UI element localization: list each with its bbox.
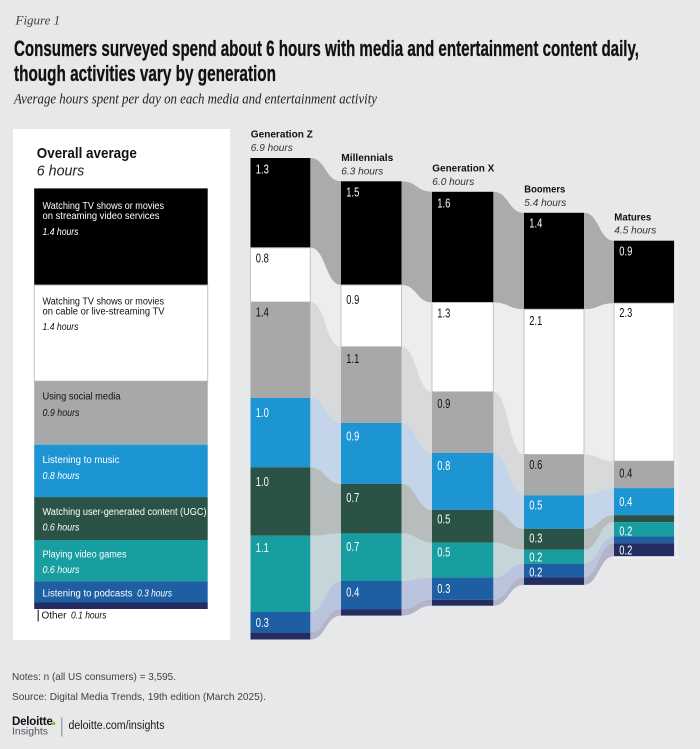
svg-text:0.8: 0.8	[437, 458, 450, 473]
svg-text:Watching TV shows or movies: Watching TV shows or movies	[43, 201, 165, 212]
svg-text:4.5 hours: 4.5 hours	[614, 225, 657, 237]
svg-text:0.2: 0.2	[529, 550, 542, 565]
svg-text:1.4: 1.4	[529, 216, 542, 231]
svg-text:1.1: 1.1	[256, 540, 269, 555]
svg-text:0.2: 0.2	[529, 565, 542, 580]
svg-text:Consumers surveyed spend about: Consumers surveyed spend about 6 hours w…	[14, 36, 639, 61]
svg-text:1.6: 1.6	[437, 196, 450, 211]
svg-text:0.4: 0.4	[619, 465, 632, 480]
svg-text:Millennials: Millennials	[341, 152, 393, 164]
svg-text:0.9: 0.9	[437, 396, 450, 411]
svg-text:0.5: 0.5	[529, 497, 542, 512]
svg-text:0.5: 0.5	[437, 512, 450, 527]
svg-text:0.8 hours: 0.8 hours	[43, 471, 80, 482]
svg-text:1.4 hours: 1.4 hours	[43, 227, 79, 238]
svg-text:5.4 hours: 5.4 hours	[524, 197, 567, 209]
svg-text:1.4 hours: 1.4 hours	[43, 322, 79, 333]
svg-text:0.2: 0.2	[619, 543, 632, 558]
svg-text:0.3: 0.3	[437, 581, 450, 596]
svg-text:0.7: 0.7	[346, 539, 359, 554]
svg-text:0.7: 0.7	[346, 490, 359, 505]
svg-text:0.9: 0.9	[346, 429, 359, 444]
svg-text:6.3 hours: 6.3 hours	[341, 165, 384, 177]
svg-text:Overall average: Overall average	[37, 145, 137, 162]
svg-text:6.0 hours: 6.0 hours	[432, 176, 475, 188]
svg-text:Source: Digital Media Trends,: Source: Digital Media Trends, 19th editi…	[12, 691, 266, 703]
svg-text:though activities vary by gene: though activities vary by generation	[14, 61, 276, 86]
svg-text:6 hours: 6 hours	[37, 163, 85, 180]
svg-text:0.4: 0.4	[619, 494, 632, 509]
svg-text:0.2: 0.2	[619, 523, 632, 538]
svg-text:1.4: 1.4	[256, 304, 269, 319]
svg-text:1.0: 1.0	[256, 405, 269, 420]
svg-text:Other: Other	[42, 611, 68, 622]
svg-text:0.6 hours: 0.6 hours	[43, 523, 80, 534]
svg-text:Using social media: Using social media	[43, 392, 121, 403]
svg-text:0.6: 0.6	[529, 457, 542, 472]
svg-text:on cable or live-streaming TV: on cable or live-streaming TV	[43, 306, 165, 317]
svg-text:0.9 hours: 0.9 hours	[43, 408, 80, 419]
svg-text:0.8: 0.8	[256, 251, 269, 266]
svg-text:2.3: 2.3	[619, 305, 632, 320]
svg-text:2.1: 2.1	[529, 313, 542, 328]
svg-text:0.3: 0.3	[529, 530, 542, 545]
svg-text:0.3 hours: 0.3 hours	[137, 589, 172, 600]
svg-text:0.4: 0.4	[346, 584, 359, 599]
svg-text:Average hours spent per day on: Average hours spent per day on each medi…	[13, 92, 377, 108]
svg-text:deloitte.com/insights: deloitte.com/insights	[69, 720, 165, 732]
svg-text:on streaming video services: on streaming video services	[43, 211, 160, 222]
svg-text:0.5: 0.5	[437, 545, 450, 560]
svg-text:1.3: 1.3	[256, 162, 269, 177]
svg-text:Insights: Insights	[12, 725, 48, 737]
svg-text:0.3: 0.3	[256, 615, 269, 630]
svg-text:1.3: 1.3	[437, 305, 450, 320]
svg-text:1.1: 1.1	[346, 351, 359, 366]
svg-text:Playing video games: Playing video games	[43, 549, 127, 560]
svg-text:Watching TV shows or movies: Watching TV shows or movies	[43, 297, 165, 308]
svg-text:0.6 hours: 0.6 hours	[43, 565, 80, 576]
svg-text:6.9 hours: 6.9 hours	[251, 142, 294, 154]
svg-text:0.1 hours: 0.1 hours	[71, 611, 107, 622]
svg-text:Generation Z: Generation Z	[251, 129, 314, 141]
svg-text:Watching user-generated conten: Watching user-generated content (UGC)	[43, 507, 207, 518]
svg-text:Figure 1: Figure 1	[15, 12, 61, 27]
svg-text:Notes: n (all US consumers) =: Notes: n (all US consumers) = 3,595.	[12, 671, 176, 683]
svg-text:Boomers: Boomers	[524, 183, 565, 195]
svg-text:1.5: 1.5	[346, 185, 359, 200]
svg-text:0.9: 0.9	[346, 292, 359, 307]
svg-text:Listening to music: Listening to music	[43, 455, 120, 466]
svg-text:1.0: 1.0	[256, 474, 269, 489]
svg-text:Matures: Matures	[614, 211, 651, 223]
svg-text:Generation X: Generation X	[432, 162, 494, 174]
svg-text:Listening to podcasts: Listening to podcasts	[43, 589, 133, 600]
svg-text:0.9: 0.9	[619, 243, 632, 258]
